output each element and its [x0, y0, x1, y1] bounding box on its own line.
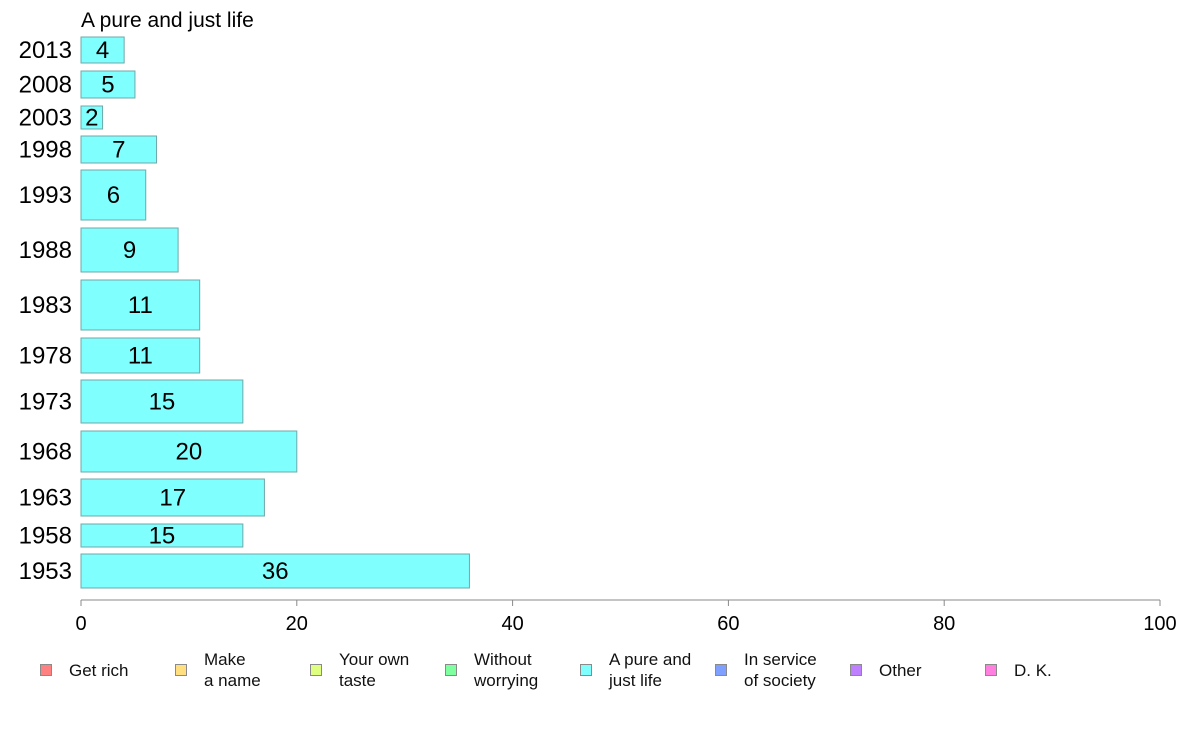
bar-2003 — [80, 105, 104, 130]
legend: Get rich Make a name Your own taste Without… — [0, 648, 1188, 698]
category-label-1993: 1993 — [19, 182, 72, 209]
category-label-1963: 1963 — [19, 485, 72, 512]
legend-label: Your own taste — [339, 650, 410, 690]
bar-1998 — [80, 135, 158, 164]
bar-2013 — [80, 36, 125, 64]
bar-1953 — [80, 553, 470, 589]
legend-swatch — [445, 664, 457, 676]
data-label-1968: 20 — [176, 439, 203, 466]
data-label-1963: 17 — [159, 485, 186, 512]
data-label-1973: 15 — [149, 389, 176, 416]
legend-item: Make a name — [175, 648, 261, 692]
data-label-1983: 11 — [128, 292, 153, 319]
data-label-1953: 36 — [262, 558, 289, 585]
category-label-1953: 1953 — [19, 558, 72, 585]
x-tick-label-100: 100 — [1143, 613, 1176, 635]
category-label-2003: 2003 — [19, 105, 72, 132]
bar-1983 — [80, 279, 201, 331]
bar-2008 — [80, 70, 136, 99]
legend-label: Other — [879, 660, 922, 680]
legend-item: Other — [850, 648, 922, 692]
legend-label: A pure and just life — [609, 650, 692, 690]
category-label-1973: 1973 — [19, 389, 72, 416]
data-label-1988: 9 — [123, 237, 136, 264]
legend-item: A pure and just life — [580, 648, 691, 692]
category-label-1988: 1988 — [19, 237, 72, 264]
legend-label: Without worrying — [474, 650, 539, 690]
data-label-2008: 5 — [101, 72, 114, 99]
x-tick-label-60: 60 — [717, 613, 739, 635]
data-label-1958: 15 — [149, 523, 176, 550]
legend-swatch — [310, 664, 322, 676]
category-label-1958: 1958 — [19, 523, 72, 550]
legend-swatch — [715, 664, 727, 676]
legend-swatch — [580, 664, 592, 676]
legend-swatch — [985, 664, 997, 676]
data-label-1993: 6 — [107, 182, 120, 209]
legend-swatch — [175, 664, 187, 676]
chart-title: A pure and just life — [81, 9, 254, 32]
category-label-1998: 1998 — [19, 137, 72, 164]
category-label-2013: 2013 — [19, 37, 72, 64]
legend-swatch — [850, 664, 862, 676]
bar-1993 — [80, 169, 147, 221]
bar-1958 — [80, 523, 244, 548]
bar-chart: A pure and just life 4 2013 5 2008 2 2003 7 199… — [19, 9, 1177, 635]
legend-label: In service of society — [744, 650, 817, 690]
legend-label: Make a name — [204, 650, 261, 690]
category-label-1983: 1983 — [19, 292, 72, 319]
legend-label: Get rich — [69, 660, 129, 680]
legend-item: D. K. — [985, 648, 1052, 692]
bar-1988 — [80, 227, 179, 273]
legend-item: Your own taste — [310, 648, 409, 692]
category-label-1968: 1968 — [19, 439, 72, 466]
bar-1978 — [80, 337, 201, 374]
bar-1968 — [80, 430, 298, 473]
x-tick-label-40: 40 — [501, 613, 523, 635]
bar-1963 — [80, 478, 265, 517]
legend-item: In service of society — [715, 648, 817, 692]
category-label-2008: 2008 — [19, 72, 72, 99]
data-label-1998: 7 — [112, 137, 125, 164]
x-tick-label-20: 20 — [286, 613, 308, 635]
data-label-2003: 2 — [85, 105, 98, 132]
legend-swatch — [40, 664, 52, 676]
data-label-2013: 4 — [96, 37, 109, 64]
bar-1973 — [80, 379, 244, 424]
x-tick-label-0: 0 — [75, 613, 86, 635]
legend-item: Get rich — [40, 648, 129, 692]
legend-label: D. K. — [1014, 660, 1052, 680]
data-label-1978: 11 — [128, 343, 153, 370]
x-tick-label-80: 80 — [933, 613, 955, 635]
legend-item: Without worrying — [445, 648, 538, 692]
category-label-1978: 1978 — [19, 343, 72, 370]
